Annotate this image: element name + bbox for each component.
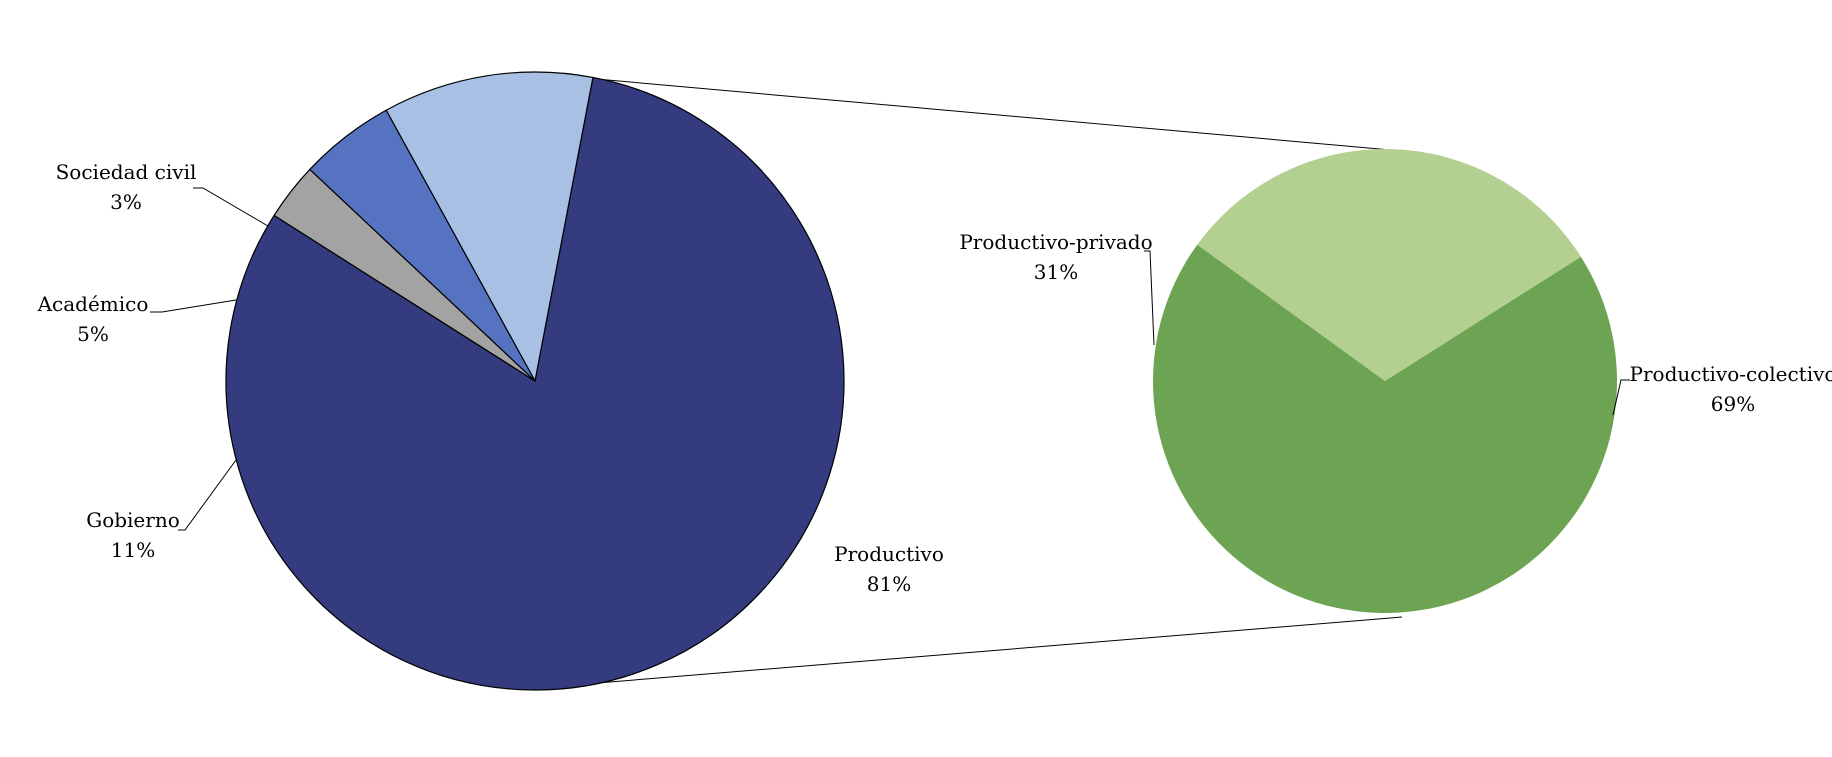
label-academico-name: Académico: [37, 292, 149, 316]
label-academico-value: 5%: [77, 322, 109, 346]
leader-line-sociedad-civil: [193, 187, 269, 227]
label-gobierno-name: Gobierno: [86, 508, 180, 532]
leader-line-academico: [150, 299, 237, 313]
label-productivo-privado-value: 31%: [1034, 260, 1078, 284]
pie-slice-sociedad-civil: [273, 168, 536, 382]
label-productivo-value: 81%: [867, 572, 911, 596]
connector-line-bottom: [584, 616, 1403, 685]
leader-line-productivo-privado: [1144, 250, 1155, 346]
label-sociedad-civil-name: Sociedad civil: [56, 160, 197, 184]
connector-line-top: [584, 77, 1403, 152]
pie-slice-productivo-colectivo: [1152, 244, 1617, 614]
leader-line-gobierno: [178, 459, 237, 531]
pie-slice-gobierno: [385, 71, 594, 382]
pie-slice-productivo-privado: [1197, 149, 1581, 381]
secondary-pie: [1152, 149, 1617, 614]
label-productivo-name: Productivo: [834, 542, 944, 566]
main-pie: [225, 71, 845, 691]
label-productivo-privado-name: Productivo-privado: [959, 230, 1152, 254]
label-productivo-colectivo-name: Productivo-colectivo: [1630, 362, 1832, 386]
label-gobierno-value: 11%: [111, 538, 155, 562]
leader-line-productivo-colectivo: [1612, 379, 1630, 416]
label-productivo-colectivo-value: 69%: [1711, 392, 1755, 416]
pie-slice-productivo: [225, 76, 845, 691]
label-sociedad-civil-value: 3%: [110, 190, 142, 214]
